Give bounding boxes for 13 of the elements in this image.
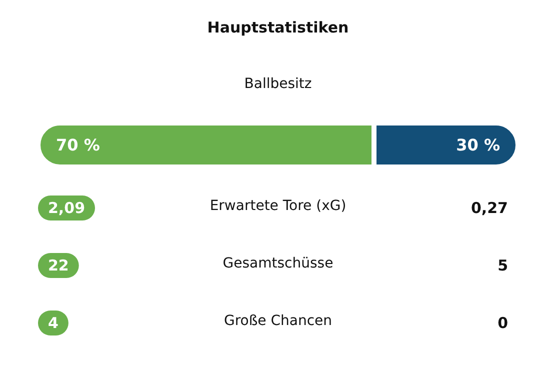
category-label: Gesamtschüsse: [222, 256, 334, 272]
data-label: 22: [48, 256, 69, 274]
data-label: 30 %: [456, 136, 500, 154]
data-label: 0: [498, 314, 508, 332]
y-tick-label: Ballbesitz: [244, 76, 312, 92]
data-label: 5: [498, 256, 508, 274]
category-label: Große Chancen: [224, 313, 332, 329]
data-label: 0,27: [470, 199, 508, 217]
chart-title: Hauptstatistiken: [207, 18, 349, 36]
data-label: 2,09: [48, 199, 86, 217]
category-label: Erwartete Tore (xG): [210, 198, 346, 214]
data-label: 4: [48, 314, 58, 332]
data-label: 70 %: [56, 136, 100, 154]
